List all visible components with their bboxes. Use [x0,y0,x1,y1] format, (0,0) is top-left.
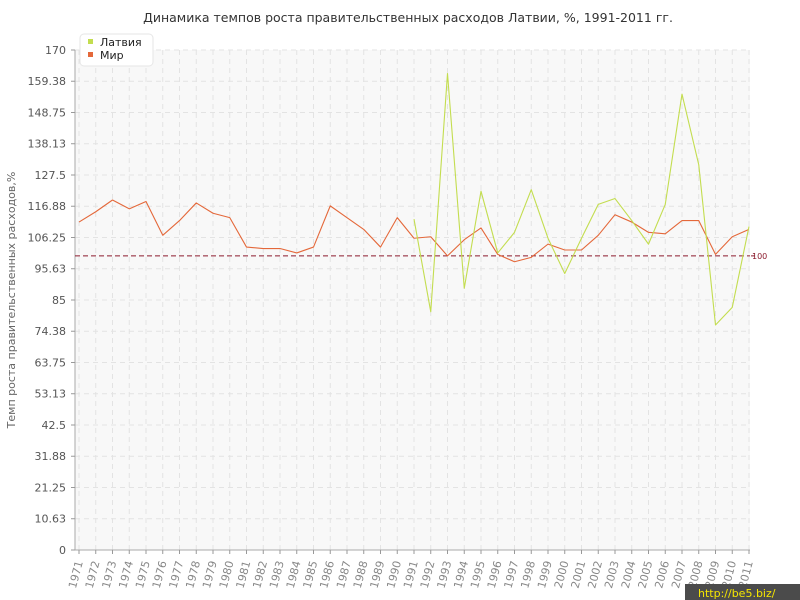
data-point [731,306,733,308]
chart-title: Динамика темпов роста правительственных … [143,10,673,25]
data-point [430,311,432,313]
y-tick-label: 53.13 [35,388,67,401]
data-point [279,248,281,250]
data-point [597,234,599,236]
data-point [296,252,298,254]
data-point [313,246,315,248]
y-tick-label: 159.38 [28,75,67,88]
data-point [547,237,549,239]
data-point [262,248,264,250]
y-tick-labels: 0 10.63 21.25 31.88 42.5 53.13 63.75 74.38 85 95.… [28,44,75,557]
data-point [715,253,717,255]
data-point [128,208,130,210]
data-point [346,217,348,219]
data-point [413,218,415,220]
x-tick-labels: 1971197219731974197519761977197819791980… [66,550,756,590]
grid [75,49,750,550]
data-point [463,239,465,241]
data-point [648,243,650,245]
data-point [597,203,599,205]
data-point [162,234,164,236]
data-point [179,220,181,222]
legend-label-latvia: Латвия [100,36,142,49]
data-point [581,237,583,239]
legend-swatch-world [88,52,93,57]
data-point [363,228,365,230]
series-line-world [78,199,750,263]
data-point [547,243,549,245]
y-axis-label: Темп роста правительственных расходов,% [5,172,18,430]
data-point [564,273,566,275]
legend-label-world: Мир [100,49,124,62]
data-point [631,220,633,222]
y-tick-label: 74.38 [35,325,67,338]
data-point [463,287,465,289]
data-point [195,202,197,204]
reference-line-group: 100 [75,252,767,261]
legend-box [79,33,154,67]
y-tick-label: 63.75 [35,357,67,370]
data-point [229,217,231,219]
data-point [480,227,482,229]
data-point [681,220,683,222]
data-point [614,198,616,200]
data-point [480,190,482,192]
watermark-bg [685,584,800,600]
data-point [614,214,616,216]
y-tick-label: 10.63 [35,513,67,526]
watermark: http://be5.biz/ [685,584,800,600]
y-tick-label: 31.88 [35,450,67,463]
data-point [681,93,683,95]
data-point [698,164,700,166]
data-point [430,236,432,238]
data-point [212,212,214,214]
data-point [664,203,666,205]
data-point [413,237,415,239]
data-point [329,205,331,207]
data-point [530,189,532,191]
y-tick-label: 127.5 [35,169,67,182]
data-point [396,217,398,219]
y-tick-label: 148.75 [28,107,67,120]
y-tick-label: 85 [52,294,66,307]
data-point [78,221,80,223]
legend-swatch-latvia [88,39,93,44]
data-point [564,249,566,251]
data-point [246,246,248,248]
data-point [112,199,114,201]
data-point [380,246,382,248]
data-point [95,211,97,213]
data-point [145,200,147,202]
legend: Латвия Мир [79,33,154,67]
series-lines [78,72,750,326]
data-point [698,220,700,222]
y-tick-label: 95.63 [35,263,67,276]
data-point [514,261,516,263]
reference-line-label: 100 [752,252,767,261]
data-point [530,256,532,258]
data-point [497,252,499,254]
series-line-latvia [413,72,750,326]
y-tick-label: 116.88 [28,200,67,213]
data-point [664,233,666,235]
data-point [514,231,516,233]
y-tick-label: 138.13 [28,138,67,151]
data-point [648,231,650,233]
y-tick-label: 106.25 [28,232,67,245]
y-tick-label: 21.25 [35,482,67,495]
data-point [731,236,733,238]
data-point [447,73,449,75]
data-point [581,249,583,251]
y-tick-label: 42.5 [42,419,67,432]
y-tick-label: 170 [45,44,66,57]
watermark-text: http://be5.biz/ [698,587,776,600]
y-tick-label: 0 [59,544,66,557]
data-point [447,255,449,257]
data-point [748,225,750,227]
data-point [715,324,717,326]
